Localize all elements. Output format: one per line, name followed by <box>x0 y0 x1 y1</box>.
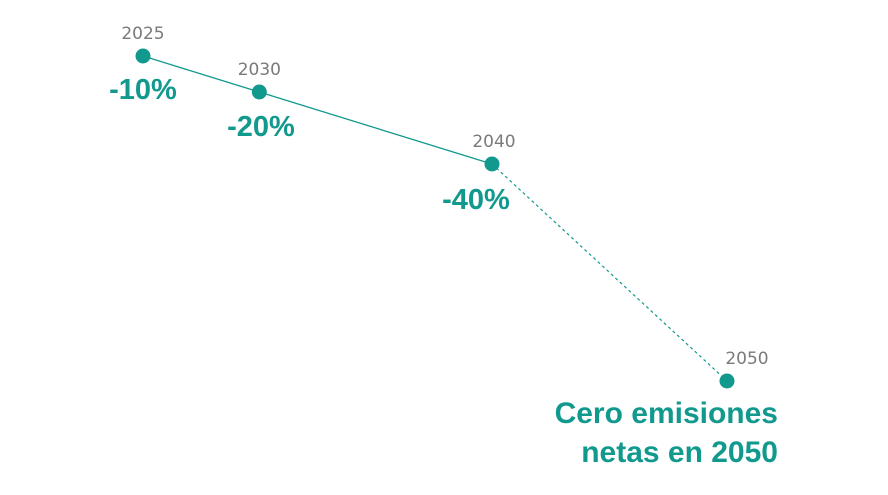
value-label-2025: -10% <box>109 74 177 106</box>
final-annotation-line1: Cero emisiones <box>555 397 778 430</box>
year-label-2030: 2030 <box>238 60 281 80</box>
point-2030 <box>251 84 267 100</box>
final-annotation: Cero emisiones netas en 2050 <box>555 397 778 469</box>
series-points <box>135 48 735 389</box>
year-label-2050: 2050 <box>725 349 768 369</box>
series-lines <box>142 55 728 382</box>
year-labels: 2025 2030 2040 2050 <box>121 24 768 369</box>
value-label-2030: -20% <box>227 111 295 143</box>
solid-trend-line <box>142 55 493 165</box>
point-2040 <box>484 156 500 172</box>
point-2050 <box>719 373 735 389</box>
value-labels: -10% -20% -40% <box>109 74 510 216</box>
year-label-2025: 2025 <box>121 24 164 44</box>
point-2025 <box>135 48 151 64</box>
year-label-2040: 2040 <box>472 132 515 152</box>
dashed-projection-line <box>491 163 728 382</box>
value-label-2040: -40% <box>442 184 510 216</box>
final-annotation-line2: netas en 2050 <box>581 436 778 469</box>
